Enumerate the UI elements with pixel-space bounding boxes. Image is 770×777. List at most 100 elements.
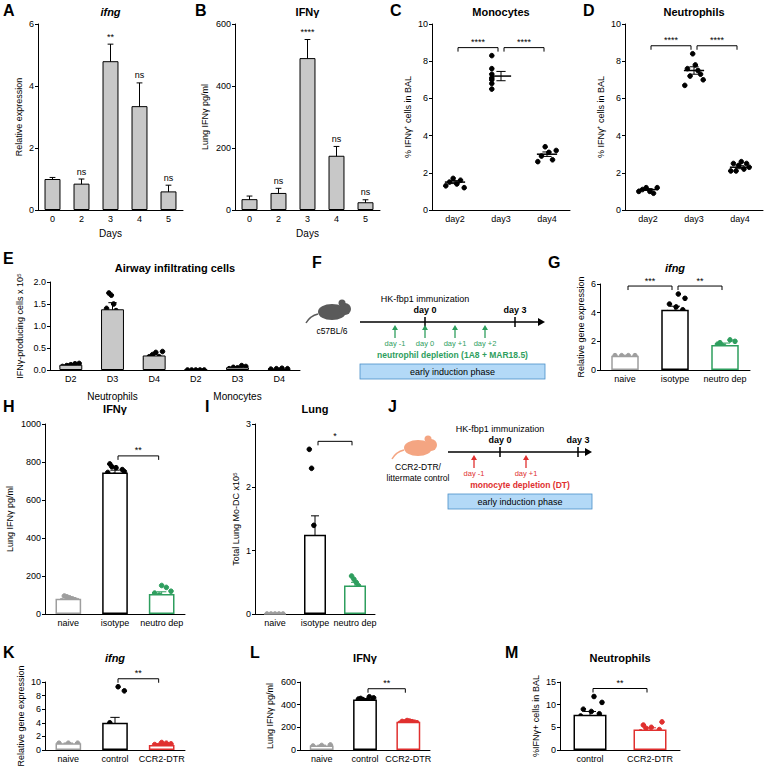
svg-text:0: 0 <box>226 205 231 215</box>
svg-text:day 3: day 3 <box>566 435 589 445</box>
svg-text:ifng: ifng <box>105 652 125 664</box>
svg-text:****: **** <box>471 37 486 47</box>
svg-text:IFNγ: IFNγ <box>296 6 321 18</box>
svg-text:****: **** <box>710 35 725 45</box>
svg-text:200: 200 <box>216 143 231 153</box>
svg-text:day 0: day 0 <box>413 305 436 315</box>
svg-text:400: 400 <box>216 81 231 91</box>
svg-text:****: **** <box>517 37 532 47</box>
svg-text:Neutrophils: Neutrophils <box>87 391 138 402</box>
svg-text:naive: naive <box>58 618 80 628</box>
svg-text:15: 15 <box>546 677 556 687</box>
svg-text:Lung IFNγ pg/ml: Lung IFNγ pg/ml <box>265 683 275 749</box>
svg-text:600: 600 <box>26 495 41 505</box>
svg-text:D2: D2 <box>65 374 77 384</box>
svg-text:**: ** <box>696 276 704 286</box>
svg-text:HK-fbp1 immunization: HK-fbp1 immunization <box>456 424 545 434</box>
svg-text:day4: day4 <box>537 214 557 224</box>
svg-text:day -1: day -1 <box>464 469 485 478</box>
svg-text:0: 0 <box>247 214 252 224</box>
svg-text:0.5: 0.5 <box>33 343 46 353</box>
svg-text:0: 0 <box>423 205 428 215</box>
svg-text:3: 3 <box>246 419 251 429</box>
svg-text:ns: ns <box>332 134 342 144</box>
svg-text:%IFNγ+ cells in BAL: %IFNγ+ cells in BAL <box>531 675 541 757</box>
svg-text:ifng: ifng <box>665 262 685 274</box>
svg-text:400: 400 <box>26 533 41 543</box>
svg-text:6: 6 <box>29 19 34 29</box>
svg-text:D: D <box>583 2 595 19</box>
svg-text:early induction phase: early induction phase <box>477 497 562 507</box>
svg-text:G: G <box>548 254 560 271</box>
svg-text:c57BL/6: c57BL/6 <box>316 326 347 336</box>
svg-text:**: ** <box>135 668 143 678</box>
svg-text:day2: day2 <box>445 214 465 224</box>
svg-text:CCR2-DTR: CCR2-DTR <box>627 754 673 764</box>
svg-text:neutro dep: neutro dep <box>140 618 183 628</box>
svg-text:0: 0 <box>36 745 41 755</box>
svg-text:control: control <box>351 754 378 764</box>
svg-text:Days: Days <box>296 228 319 239</box>
svg-text:D3: D3 <box>232 374 244 384</box>
svg-text:1: 1 <box>246 546 251 556</box>
svg-text:****: **** <box>664 35 679 45</box>
svg-text:0: 0 <box>551 745 556 755</box>
svg-text:F: F <box>312 254 322 271</box>
svg-text:4: 4 <box>591 308 596 318</box>
svg-text:CCR2-DTR: CCR2-DTR <box>139 754 185 764</box>
svg-text:day 0: day 0 <box>488 435 511 445</box>
svg-text:Relative gene expression: Relative gene expression <box>16 665 26 766</box>
svg-text:C: C <box>390 2 402 19</box>
svg-text:Lung IFNγ pg/ml: Lung IFNγ pg/ml <box>5 486 15 552</box>
svg-text:HK-fbp1 immunization: HK-fbp1 immunization <box>381 294 470 304</box>
svg-text:control: control <box>101 754 128 764</box>
svg-text:1000: 1000 <box>21 419 41 429</box>
svg-text:600: 600 <box>216 19 231 29</box>
svg-text:8: 8 <box>423 56 428 66</box>
svg-text:naive: naive <box>614 374 636 384</box>
svg-text:3: 3 <box>108 214 113 224</box>
svg-text:4: 4 <box>29 81 34 91</box>
svg-text:Lung: Lung <box>302 403 329 415</box>
svg-text:4: 4 <box>423 131 428 141</box>
svg-text:J: J <box>388 398 397 415</box>
svg-text:monocyte depletion (DT): monocyte depletion (DT) <box>470 480 570 490</box>
svg-text:ifng: ifng <box>100 6 120 18</box>
svg-text:day4: day4 <box>730 214 750 224</box>
svg-text:Neutrophils: Neutrophils <box>589 652 650 664</box>
svg-text:L: L <box>250 644 260 661</box>
svg-text:IFNγ: IFNγ <box>353 652 378 664</box>
svg-text:***: *** <box>645 276 656 286</box>
svg-text:2.0: 2.0 <box>33 277 46 287</box>
svg-text:CCR2-DTR/: CCR2-DTR/ <box>395 462 441 472</box>
svg-text:D3: D3 <box>107 374 119 384</box>
svg-text:0.0: 0.0 <box>33 365 46 375</box>
svg-text:naive: naive <box>311 754 333 764</box>
svg-text:ns: ns <box>361 187 371 197</box>
svg-text:800: 800 <box>26 457 41 467</box>
svg-text:isotype: isotype <box>661 374 690 384</box>
svg-text:isotype: isotype <box>301 618 330 628</box>
svg-text:control: control <box>576 754 603 764</box>
svg-text:6: 6 <box>616 93 621 103</box>
svg-text:Lung IFNγ pg/ml: Lung IFNγ pg/ml <box>200 84 210 150</box>
svg-text:2: 2 <box>616 168 621 178</box>
svg-text:ns: ns <box>135 70 145 80</box>
svg-text:0: 0 <box>616 205 621 215</box>
svg-text:5: 5 <box>551 722 556 732</box>
svg-text:0: 0 <box>29 205 34 215</box>
svg-text:day 0: day 0 <box>416 339 434 348</box>
svg-text:0: 0 <box>50 214 55 224</box>
svg-text:0: 0 <box>291 745 296 755</box>
svg-text:5: 5 <box>363 214 368 224</box>
svg-text:IFNγ-producing cells x 10⁵: IFNγ-producing cells x 10⁵ <box>15 273 25 379</box>
svg-text:200: 200 <box>281 722 296 732</box>
svg-text:0: 0 <box>36 609 41 619</box>
svg-text:*: * <box>333 431 337 441</box>
svg-text:1.5: 1.5 <box>33 299 46 309</box>
svg-text:Airway infiltrating cells: Airway infiltrating cells <box>115 262 235 274</box>
svg-text:neutro dep: neutro dep <box>703 374 746 384</box>
svg-text:D4: D4 <box>148 374 160 384</box>
svg-text:naive: naive <box>58 754 80 764</box>
svg-text:day3: day3 <box>491 214 511 224</box>
